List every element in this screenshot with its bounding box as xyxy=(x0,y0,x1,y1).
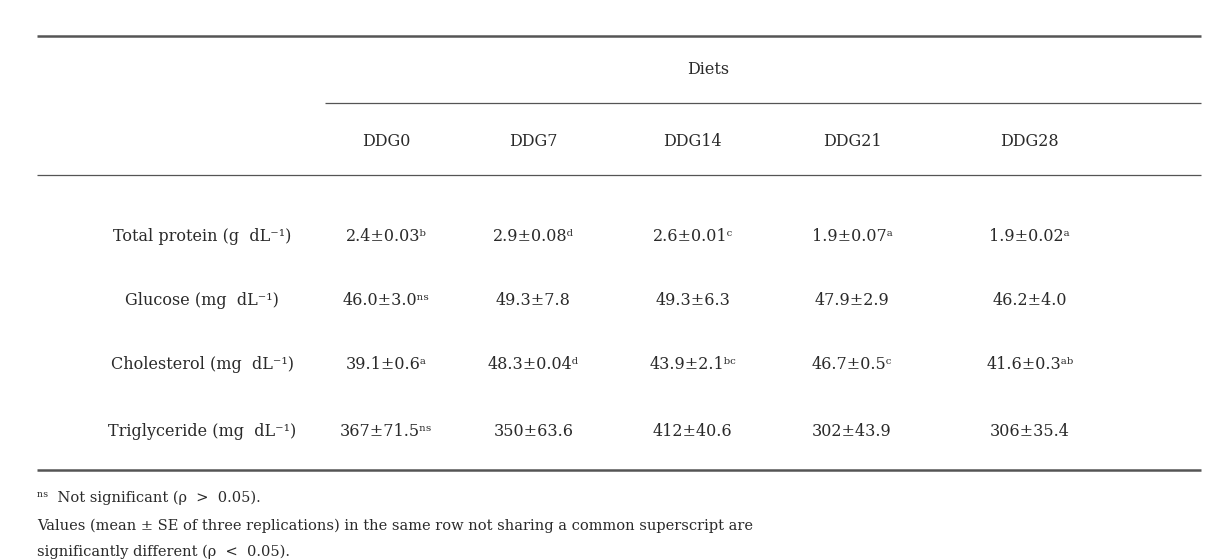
Text: 302±43.9: 302±43.9 xyxy=(812,423,893,440)
Text: Total protein (g  dL⁻¹): Total protein (g dL⁻¹) xyxy=(113,228,292,245)
Text: 41.6±0.3ᵃᵇ: 41.6±0.3ᵃᵇ xyxy=(986,356,1074,373)
Text: Cholesterol (mg  dL⁻¹): Cholesterol (mg dL⁻¹) xyxy=(110,356,294,373)
Text: 1.9±0.07ᵃ: 1.9±0.07ᵃ xyxy=(812,228,893,245)
Text: 1.9±0.02ᵃ: 1.9±0.02ᵃ xyxy=(989,228,1070,245)
Text: 46.0±3.0ⁿˢ: 46.0±3.0ⁿˢ xyxy=(343,292,429,309)
Text: Diets: Diets xyxy=(687,61,729,78)
Text: 48.3±0.04ᵈ: 48.3±0.04ᵈ xyxy=(488,356,579,373)
Text: 49.3±6.3: 49.3±6.3 xyxy=(655,292,731,309)
Text: significantly different (ρ  <  0.05).: significantly different (ρ < 0.05). xyxy=(37,545,289,559)
Text: 46.7±0.5ᶜ: 46.7±0.5ᶜ xyxy=(812,356,893,373)
Text: 306±35.4: 306±35.4 xyxy=(989,423,1070,440)
Text: ⁿˢ  Not significant (ρ  >  0.05).: ⁿˢ Not significant (ρ > 0.05). xyxy=(37,491,261,505)
Text: 43.9±2.1ᵇᶜ: 43.9±2.1ᵇᶜ xyxy=(650,356,736,373)
Text: 46.2±4.0: 46.2±4.0 xyxy=(993,292,1067,309)
Text: Values (mean ± SE of three replications) in the same row not sharing a common su: Values (mean ± SE of three replications)… xyxy=(37,519,753,533)
Text: DDG0: DDG0 xyxy=(362,133,411,150)
Text: 350±63.6: 350±63.6 xyxy=(493,423,574,440)
Text: Triglyceride (mg  dL⁻¹): Triglyceride (mg dL⁻¹) xyxy=(108,423,297,440)
Text: 2.9±0.08ᵈ: 2.9±0.08ᵈ xyxy=(493,228,574,245)
Text: DDG7: DDG7 xyxy=(509,133,558,150)
Text: 367±71.5ⁿˢ: 367±71.5ⁿˢ xyxy=(340,423,433,440)
Text: 2.4±0.03ᵇ: 2.4±0.03ᵇ xyxy=(346,228,427,245)
Text: 412±40.6: 412±40.6 xyxy=(653,423,732,440)
Text: 49.3±7.8: 49.3±7.8 xyxy=(495,292,571,309)
Text: 39.1±0.6ᵃ: 39.1±0.6ᵃ xyxy=(346,356,427,373)
Text: DDG21: DDG21 xyxy=(823,133,881,150)
Text: DDG28: DDG28 xyxy=(1000,133,1059,150)
Text: Glucose (mg  dL⁻¹): Glucose (mg dL⁻¹) xyxy=(125,292,280,309)
Text: 2.6±0.01ᶜ: 2.6±0.01ᶜ xyxy=(652,228,733,245)
Text: 47.9±2.9: 47.9±2.9 xyxy=(815,292,889,309)
Text: DDG14: DDG14 xyxy=(663,133,722,150)
